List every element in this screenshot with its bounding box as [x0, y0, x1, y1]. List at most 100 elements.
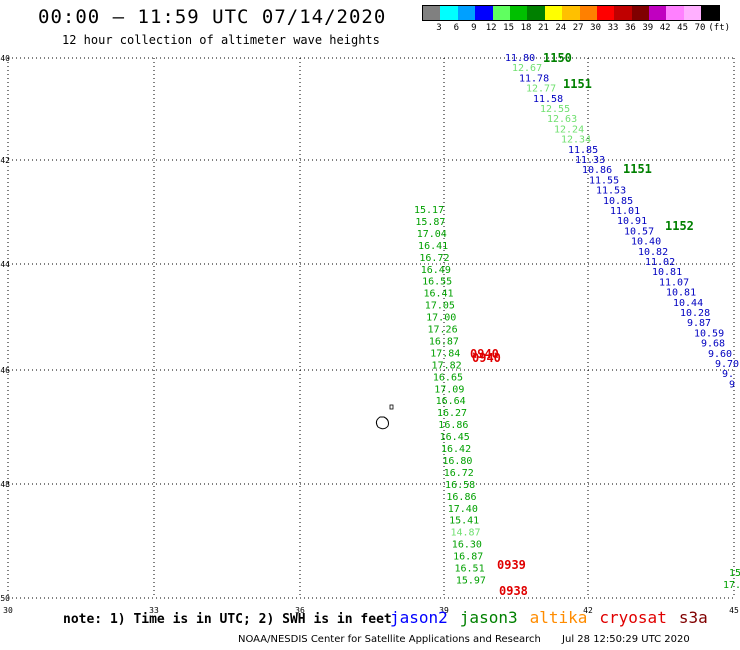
- satellite-tracks: 11.8012.6711.7812.7711.5812.5512.6312.24…: [414, 51, 740, 598]
- satellite-legend-jason2: jason2: [390, 608, 448, 627]
- time-label: 1151: [623, 162, 652, 176]
- color-scale-label: 30: [590, 23, 602, 33]
- wave-height-value: 16.55: [422, 277, 452, 288]
- wave-height-value: 9: [729, 379, 735, 390]
- longitude-label: 42: [583, 606, 593, 615]
- wave-height-value: 9.: [722, 369, 734, 380]
- color-scale-label: (ft): [708, 23, 731, 33]
- color-scale-label: 42: [659, 23, 671, 33]
- longitude-label: 33: [149, 606, 159, 615]
- color-swatch: [683, 6, 702, 20]
- color-swatch: [457, 6, 476, 20]
- time-label: 0940: [472, 351, 501, 365]
- wave-height-value: 16.64: [436, 396, 466, 407]
- wave-height-value: 16.45: [440, 432, 470, 443]
- wave-height-value: 16.41: [423, 289, 453, 300]
- color-swatch: [423, 6, 441, 20]
- color-swatch: [666, 6, 684, 20]
- wave-height-value: 17.05: [425, 301, 455, 312]
- wave-height-value: 10.85: [603, 196, 633, 207]
- color-scale-label: 3: [436, 23, 442, 33]
- wave-height-value: 11.01: [610, 206, 640, 217]
- wave-height-value: 16.30: [452, 540, 482, 551]
- wave-height-value: 9.68: [701, 339, 725, 350]
- color-swatch: [562, 6, 580, 20]
- color-scale-label: 45: [677, 23, 689, 33]
- color-swatch: [475, 6, 493, 20]
- color-swatch: [527, 6, 545, 20]
- wave-height-value: 9.87: [687, 318, 711, 329]
- wave-height-value: 12.63: [547, 114, 577, 125]
- wave-height-value: 12.24: [554, 124, 584, 135]
- wave-height-value: 16.86: [446, 492, 476, 503]
- wave-height-value: 17.26: [428, 325, 458, 336]
- wave-height-value: 11.07: [659, 277, 689, 288]
- longitude-label: 30: [3, 606, 13, 615]
- wave-height-value: 16.49: [421, 265, 451, 276]
- wave-height-value: 10.81: [666, 288, 696, 299]
- time-label: 1151: [563, 77, 592, 91]
- color-scale-labels: 3 6 9 12 15 18 21 24 27 30 33 36 39 42 45 70 (ft): [422, 21, 730, 35]
- wave-height-value: 10.86: [582, 165, 612, 176]
- color-swatch: [492, 6, 510, 20]
- color-swatch: [701, 6, 719, 20]
- color-scale-label: 12: [485, 23, 497, 33]
- time-label: 0938: [499, 584, 528, 598]
- map-grid: [7, 57, 735, 599]
- wave-height-value: 16.87: [429, 336, 459, 347]
- latitude-label: -46: [0, 366, 10, 375]
- longitude-label: 36: [295, 606, 305, 615]
- footer: NOAA/NESDIS Center for Satellite Applica…: [238, 634, 708, 645]
- color-swatch: [596, 6, 615, 20]
- wave-height-value: 9.60: [708, 349, 732, 360]
- wave-height-value: 17.09: [434, 384, 464, 395]
- color-scale-label: 39: [642, 23, 654, 33]
- wave-height-color-scale: 3 6 9 12 15 18 21 24 27 30 33 36 39 42 45 70 (ft): [422, 5, 730, 35]
- wave-height-value: 12.77: [526, 84, 556, 95]
- color-scale-label: 24: [555, 23, 567, 33]
- color-scale-label: 33: [607, 23, 619, 33]
- wave-height-value: 11.58: [533, 94, 563, 105]
- wave-height-value: 11.55: [589, 175, 619, 186]
- wave-height-value: 17.82: [432, 360, 462, 371]
- color-scale-label: 27: [572, 23, 584, 33]
- satellite-legend: jason2 jason3 altika cryosat s3a: [390, 608, 720, 627]
- wave-height-value: 10.44: [673, 298, 703, 309]
- wave-height-value: 17.04: [417, 229, 447, 240]
- wave-height-value: 17.00: [426, 313, 456, 324]
- wave-height-value: 11.78: [519, 73, 549, 84]
- latitude-label: -50: [0, 594, 10, 603]
- time-label: 0940: [470, 347, 499, 361]
- wave-height-value: 16.51: [455, 564, 485, 575]
- color-swatch: [440, 6, 458, 20]
- color-swatch: [579, 6, 597, 20]
- wave-height-value: 15.17: [414, 205, 444, 216]
- wave-height-value: 15.41: [449, 516, 479, 527]
- color-scale-label: 36: [624, 23, 636, 33]
- wave-height-value: 16.65: [433, 372, 463, 383]
- wave-height-value: 10.40: [631, 237, 661, 248]
- wave-height-value: 12.55: [540, 104, 570, 115]
- map-subtitle: 12 hour collection of altimeter wave hei…: [62, 33, 380, 47]
- wave-height-value: 10.82: [638, 247, 668, 258]
- wave-height-value: 9.70: [715, 359, 739, 370]
- wave-height-value: 12.34: [561, 135, 591, 146]
- color-scale-swatches: [422, 5, 720, 21]
- wave-height-value: 11.53: [596, 186, 626, 197]
- color-scale-label: 18: [520, 23, 532, 33]
- satellite-legend-altika: altika: [529, 608, 588, 627]
- map-title: 00:00 – 11:59 UTC 07/14/2020: [38, 6, 387, 28]
- color-scale-label: 9: [471, 23, 477, 33]
- wave-height-value: 16.42: [441, 444, 471, 455]
- wave-height-value: 17.84: [430, 348, 460, 359]
- time-label: 1152: [665, 219, 694, 233]
- wave-height-value: 10.91: [617, 216, 647, 227]
- wave-height-value: 10.81: [652, 267, 682, 278]
- wave-height-value: 14.87: [450, 528, 480, 539]
- color-scale-label: 21: [537, 23, 549, 33]
- color-swatch: [631, 6, 650, 20]
- wave-height-value: 16.86: [438, 420, 468, 431]
- longitude-label: 45: [729, 606, 739, 615]
- wave-height-value: 16.72: [419, 253, 449, 264]
